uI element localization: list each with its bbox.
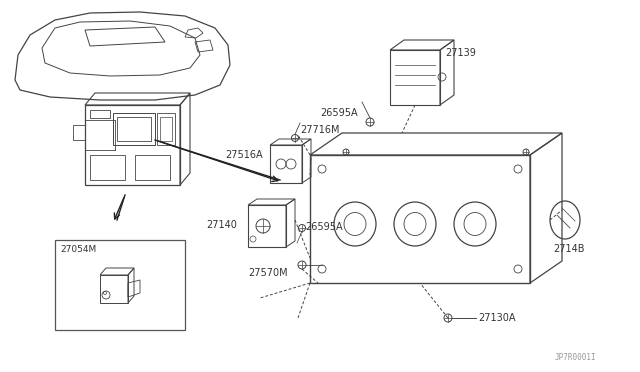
Text: JP7R0001I: JP7R0001I <box>555 353 596 362</box>
Text: 27139: 27139 <box>445 48 476 58</box>
Text: 27716M: 27716M <box>300 125 339 135</box>
Text: 27130A: 27130A <box>478 313 515 323</box>
Text: 26595A: 26595A <box>320 108 358 118</box>
Bar <box>55 240 185 330</box>
Text: 27140: 27140 <box>206 220 237 230</box>
Text: 27570M: 27570M <box>248 268 287 278</box>
Text: 27054M: 27054M <box>60 245 96 254</box>
Text: 2714B: 2714B <box>553 244 584 254</box>
Text: 27516A: 27516A <box>225 150 262 160</box>
Text: 26595A: 26595A <box>305 222 342 232</box>
